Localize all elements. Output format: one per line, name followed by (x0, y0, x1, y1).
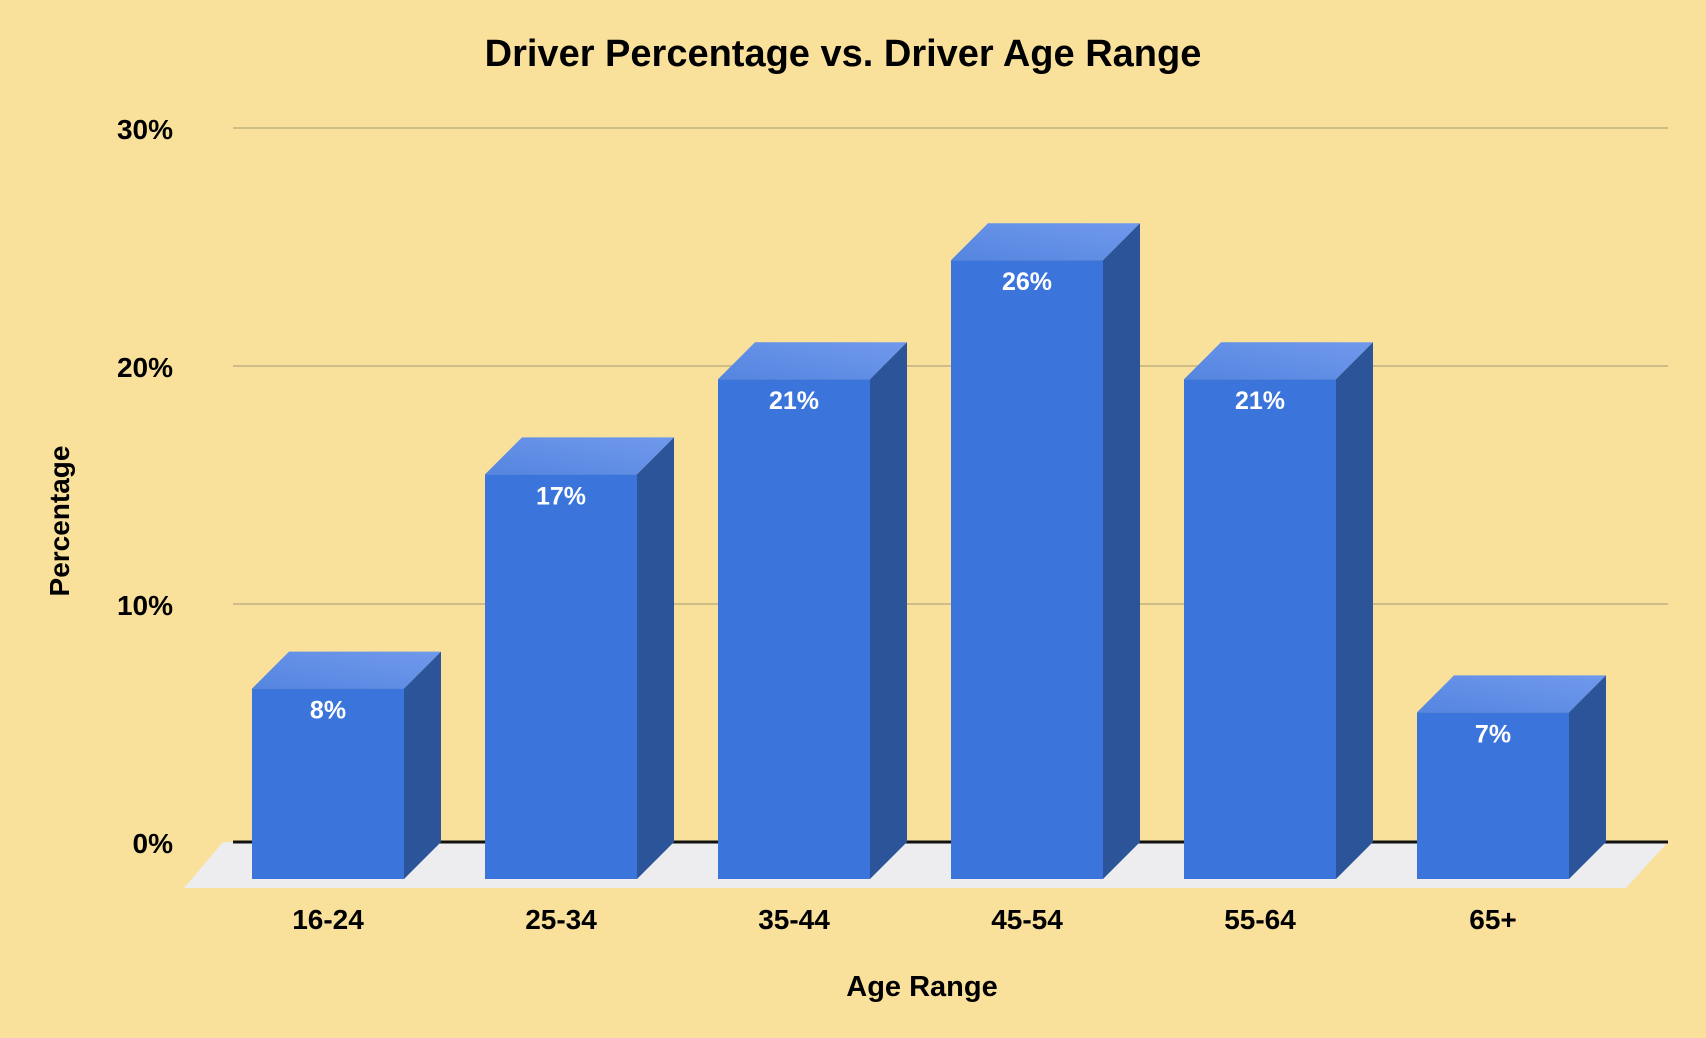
bar-top-face (252, 651, 441, 689)
x-category-label-35-44: 35-44 (758, 904, 830, 935)
bar-side-face (1569, 675, 1606, 879)
bar-side-face (1103, 223, 1140, 879)
bar-front-face (485, 474, 637, 879)
y-tick-label-30%: 30% (117, 114, 173, 145)
x-category-label-55-64: 55-64 (1224, 904, 1296, 935)
bar-top-face (1417, 675, 1606, 713)
bar-value-label: 8% (310, 697, 346, 725)
y-tick-label-20%: 20% (117, 352, 173, 383)
bar-value-label: 21% (1235, 387, 1285, 415)
bar-top-face (718, 342, 907, 380)
bar-front-face (718, 379, 870, 879)
y-tick-label-10%: 10% (117, 590, 173, 621)
bar-value-label: 26% (1002, 268, 1052, 296)
bar-front-face (951, 260, 1103, 879)
bar-group-16-24: 8% (252, 651, 441, 879)
bar-value-label: 7% (1475, 720, 1511, 748)
x-category-label-25-34: 25-34 (525, 904, 597, 935)
bar-top-face (485, 437, 674, 475)
bar-side-face (1336, 342, 1373, 879)
bar-top-face (951, 223, 1140, 261)
bar-group-45-54: 26% (951, 223, 1140, 879)
bar-group-65+: 7% (1417, 675, 1606, 879)
bar-side-face (870, 342, 907, 879)
x-category-label-45-54: 45-54 (991, 904, 1063, 935)
bar-group-35-44: 21% (718, 342, 907, 879)
chart-title: Driver Percentage vs. Driver Age Range (484, 33, 1202, 75)
bar-front-face (1417, 712, 1569, 879)
bar-side-face (637, 437, 674, 879)
bar-top-face (1184, 342, 1373, 380)
x-category-label-16-24: 16-24 (292, 904, 364, 935)
bar-group-25-34: 17% (485, 437, 674, 879)
x-category-label-65+: 65+ (1469, 904, 1517, 935)
bar-front-face (1184, 379, 1336, 879)
y-tick-label-0%: 0% (133, 828, 174, 859)
bar-front-face (252, 688, 404, 879)
bar-value-label: 17% (536, 482, 586, 510)
x-axis-title: Age Range (846, 971, 998, 1003)
bar-side-face (404, 651, 441, 879)
bar-value-label: 21% (769, 387, 819, 415)
bar-group-55-64: 21% (1184, 342, 1373, 879)
